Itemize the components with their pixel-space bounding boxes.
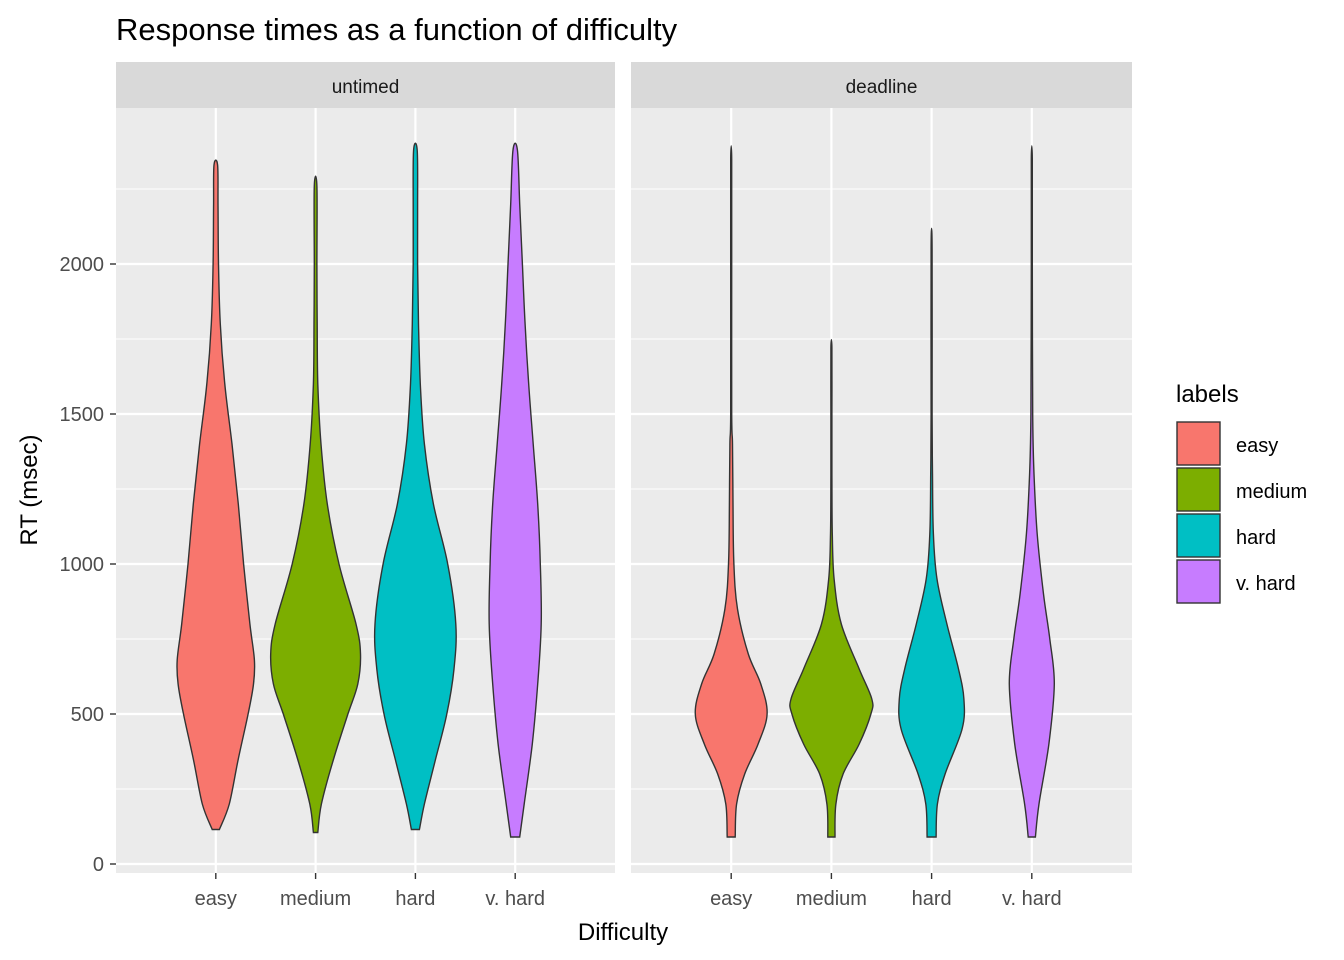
x-axis-title: Difficulty — [578, 919, 668, 946]
x-tick-label: v. hard — [1002, 888, 1062, 910]
y-tick-label: 500 — [71, 704, 104, 726]
violins — [176, 142, 543, 838]
strip-background — [631, 62, 1132, 108]
violin-deadline-hard — [898, 227, 966, 838]
x-tick-label: medium — [796, 888, 867, 910]
violins — [694, 145, 1056, 838]
panel-background — [116, 108, 615, 873]
legend-title: labels — [1176, 381, 1239, 408]
y-tick-label: 2000 — [60, 254, 105, 276]
violin-untimed-medium — [269, 175, 362, 834]
legend-key-label: hard — [1236, 527, 1276, 549]
x-tick-label: easy — [195, 888, 237, 910]
chart-title: Response times as a function of difficul… — [116, 12, 678, 47]
violin-untimed-easy — [176, 159, 256, 831]
violin-deadline-medium — [789, 339, 874, 838]
y-tick-label: 0 — [93, 854, 104, 876]
x-tick-label: v. hard — [485, 888, 545, 910]
y-tick-label: 1000 — [60, 554, 105, 576]
legend-keys: easy medium hard v. hard — [1176, 421, 1307, 604]
y-axis: 0 500 1000 1500 2000 — [60, 254, 116, 876]
strip-background — [116, 62, 615, 108]
x-axis: easy medium hard v. hard easy medium hard v. ha… — [195, 873, 1062, 910]
violin-untimed-vhard — [488, 142, 543, 838]
strip-label: untimed — [332, 77, 400, 98]
x-tick-label: medium — [280, 888, 351, 910]
violin-deadline-vhard — [1008, 145, 1056, 838]
violin-deadline-easy — [694, 145, 768, 838]
x-tick-label: hard — [395, 888, 435, 910]
legend-key-label: medium — [1236, 481, 1307, 503]
strip-label: deadline — [846, 77, 918, 98]
panel-untimed: untimed — [116, 62, 615, 873]
x-tick-label: hard — [912, 888, 952, 910]
legend-key-swatch — [1176, 467, 1221, 512]
legend-key-swatch — [1176, 559, 1221, 604]
legend: labels easy medium hard v. hard — [1176, 381, 1307, 604]
legend-key-swatch — [1176, 513, 1221, 558]
y-axis-title: RT (msec) — [16, 434, 43, 545]
legend-key-label: v. hard — [1236, 573, 1296, 595]
panel-background — [631, 108, 1132, 873]
violin-untimed-hard — [373, 142, 457, 831]
x-tick-label: easy — [710, 888, 752, 910]
legend-key-label: easy — [1236, 435, 1278, 457]
legend-key-swatch — [1176, 421, 1221, 466]
y-tick-label: 1500 — [60, 404, 105, 426]
panel-deadline: deadline — [631, 62, 1132, 873]
